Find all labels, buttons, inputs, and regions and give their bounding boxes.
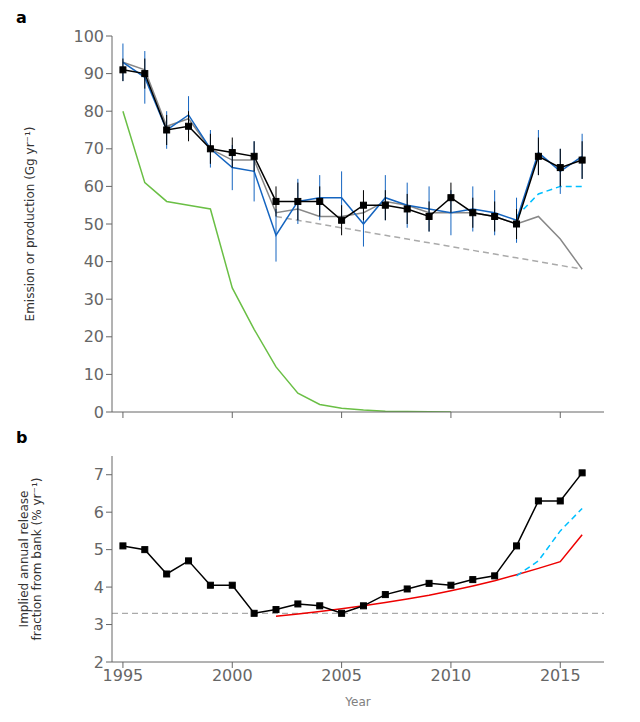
svg-text:7: 7 xyxy=(94,465,104,484)
svg-text:70: 70 xyxy=(84,139,104,158)
svg-text:4: 4 xyxy=(94,578,104,597)
svg-text:10: 10 xyxy=(84,365,104,384)
svg-text:90: 90 xyxy=(84,64,104,83)
svg-text:2000: 2000 xyxy=(212,666,253,685)
svg-text:40: 40 xyxy=(84,252,104,271)
svg-text:50: 50 xyxy=(84,215,104,234)
svg-text:100: 100 xyxy=(73,28,104,46)
svg-text:6: 6 xyxy=(94,503,104,522)
html-text:a: a xyxy=(16,8,27,27)
svg-text:60: 60 xyxy=(84,177,104,196)
svg-text:0: 0 xyxy=(94,403,104,422)
svg-text:30: 30 xyxy=(84,290,104,309)
svg-text:3: 3 xyxy=(94,615,104,634)
svg-text:5: 5 xyxy=(94,540,104,559)
svg-text:20: 20 xyxy=(84,327,104,346)
svg-text:2005: 2005 xyxy=(321,666,362,685)
svg-text:2015: 2015 xyxy=(540,666,581,685)
svg-text:1995: 1995 xyxy=(103,666,144,685)
svg-text:2: 2 xyxy=(94,653,104,672)
html-text:b: b xyxy=(16,428,28,447)
svg-text:Implied annual releasefraction: Implied annual releasefraction from bank… xyxy=(17,478,44,641)
svg-text:80: 80 xyxy=(84,102,104,121)
svg-text:Year: Year xyxy=(344,695,370,709)
svg-text:2010: 2010 xyxy=(431,666,472,685)
svg-text:Emission or production (Gg yr⁻: Emission or production (Gg yr⁻¹) xyxy=(23,127,37,322)
